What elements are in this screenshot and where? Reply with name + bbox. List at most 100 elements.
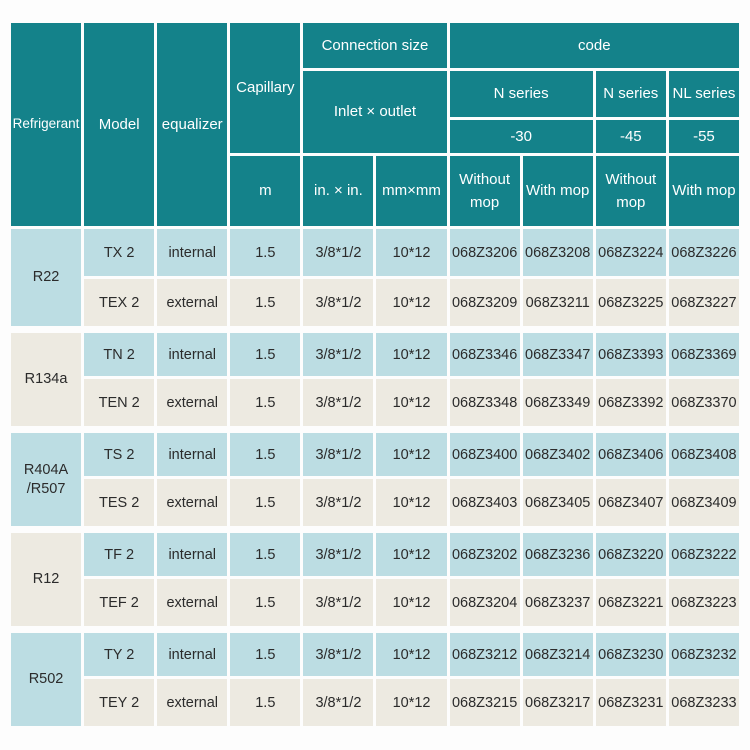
inlet-cell: 3/8*1/2 bbox=[303, 479, 374, 526]
header-with-mop-1: With mop bbox=[522, 156, 593, 226]
code-cell: 068Z3215 bbox=[449, 679, 520, 726]
code-cell: 068Z3392 bbox=[595, 379, 666, 426]
code-cell: 068Z3204 bbox=[449, 579, 520, 626]
mm-cell: 10*12 bbox=[376, 429, 447, 476]
code-cell: 068Z3348 bbox=[449, 379, 520, 426]
header-mm-x-mm: mm×mm bbox=[376, 156, 447, 226]
code-cell: 068Z3220 bbox=[595, 529, 666, 576]
inlet-cell: 3/8*1/2 bbox=[303, 279, 374, 326]
capillary-cell: 1.5 bbox=[230, 379, 301, 426]
table-body: R22 TX 2 internal 1.5 3/8*1/2 10*12 068Z… bbox=[11, 229, 739, 726]
table-row: R502 TY 2 internal 1.5 3/8*1/2 10*12 068… bbox=[11, 629, 739, 726]
header-connection-size: Connection size bbox=[303, 23, 447, 68]
model-cell: TY 2 bbox=[84, 629, 155, 676]
table-row: R404A /R507 TS 2 internal 1.5 3/8*1/2 10… bbox=[11, 429, 739, 526]
code-cell: 068Z3400 bbox=[449, 429, 520, 476]
capillary-cell: 1.5 bbox=[230, 679, 301, 726]
equalizer-cell: internal bbox=[157, 229, 228, 276]
code-cell: 068Z3212 bbox=[449, 629, 520, 676]
code-cell: 068Z3226 bbox=[668, 229, 739, 276]
table-row: TEN 2 external 1.5 3/8*1/2 10*12 068Z334… bbox=[11, 379, 739, 426]
header-n-series-2: N series bbox=[595, 71, 666, 117]
header-with-mop-2: With mop bbox=[668, 156, 739, 226]
mm-cell: 10*12 bbox=[376, 579, 447, 626]
code-cell: 068Z3405 bbox=[522, 479, 593, 526]
inlet-cell: 3/8*1/2 bbox=[303, 329, 374, 376]
mm-cell: 10*12 bbox=[376, 629, 447, 676]
code-cell: 068Z3224 bbox=[595, 229, 666, 276]
code-cell: 068Z3230 bbox=[595, 629, 666, 676]
refrigerant-cell: R404A /R507 bbox=[11, 429, 82, 526]
code-cell: 068Z3231 bbox=[595, 679, 666, 726]
mm-cell: 10*12 bbox=[376, 279, 447, 326]
code-cell: 068Z3217 bbox=[522, 679, 593, 726]
code-cell: 068Z3233 bbox=[668, 679, 739, 726]
table-row: R134a TN 2 internal 1.5 3/8*1/2 10*12 06… bbox=[11, 329, 739, 426]
inlet-cell: 3/8*1/2 bbox=[303, 629, 374, 676]
code-cell: 068Z3346 bbox=[449, 329, 520, 376]
model-cell: TS 2 bbox=[84, 429, 155, 476]
header-row-4: m in. × in. mm×mm Without mop With mop W… bbox=[11, 156, 739, 226]
model-cell: TX 2 bbox=[84, 229, 155, 276]
header-capillary: Capillary bbox=[230, 23, 301, 153]
model-cell: TEN 2 bbox=[84, 379, 155, 426]
model-cell: TF 2 bbox=[84, 529, 155, 576]
inlet-cell: 3/8*1/2 bbox=[303, 529, 374, 576]
code-cell: 068Z3214 bbox=[522, 629, 593, 676]
code-cell: 068Z3237 bbox=[522, 579, 593, 626]
table-row: TEY 2 external 1.5 3/8*1/2 10*12 068Z321… bbox=[11, 679, 739, 726]
code-cell: 068Z3407 bbox=[595, 479, 666, 526]
inlet-cell: 3/8*1/2 bbox=[303, 429, 374, 476]
header-temp-45: -45 bbox=[595, 120, 666, 153]
code-cell: 068Z3209 bbox=[449, 279, 520, 326]
header-model: Model bbox=[84, 23, 155, 226]
equalizer-cell: external bbox=[157, 679, 228, 726]
header-refrigerant: Refrigerant bbox=[11, 23, 82, 226]
equalizer-cell: external bbox=[157, 479, 228, 526]
equalizer-cell: internal bbox=[157, 529, 228, 576]
header-capillary-unit: m bbox=[230, 156, 301, 226]
equalizer-cell: external bbox=[157, 379, 228, 426]
mm-cell: 10*12 bbox=[376, 329, 447, 376]
header-row-3: -30 -45 -55 bbox=[11, 120, 739, 153]
code-cell: 068Z3222 bbox=[668, 529, 739, 576]
capillary-cell: 1.5 bbox=[230, 629, 301, 676]
equalizer-cell: internal bbox=[157, 429, 228, 476]
header-code: code bbox=[449, 23, 739, 68]
code-cell: 068Z3221 bbox=[595, 579, 666, 626]
inlet-cell: 3/8*1/2 bbox=[303, 379, 374, 426]
code-cell: 068Z3409 bbox=[668, 479, 739, 526]
code-cell: 068Z3225 bbox=[595, 279, 666, 326]
mm-cell: 10*12 bbox=[376, 479, 447, 526]
code-cell: 068Z3393 bbox=[595, 329, 666, 376]
equalizer-cell: external bbox=[157, 279, 228, 326]
header-temp-55: -55 bbox=[668, 120, 739, 153]
table-row: R12 TF 2 internal 1.5 3/8*1/2 10*12 068Z… bbox=[11, 529, 739, 626]
capillary-cell: 1.5 bbox=[230, 429, 301, 476]
code-cell: 068Z3211 bbox=[522, 279, 593, 326]
code-cell: 068Z3236 bbox=[522, 529, 593, 576]
mm-cell: 10*12 bbox=[376, 379, 447, 426]
spec-table: Refrigerant Model equalizer Capillary Co… bbox=[8, 20, 742, 729]
header-n-series-1: N series bbox=[449, 71, 593, 117]
code-cell: 068Z3227 bbox=[668, 279, 739, 326]
table-row: TEF 2 external 1.5 3/8*1/2 10*12 068Z320… bbox=[11, 579, 739, 626]
capillary-cell: 1.5 bbox=[230, 279, 301, 326]
model-cell: TES 2 bbox=[84, 479, 155, 526]
refrigerant-cell: R134a bbox=[11, 329, 82, 426]
capillary-cell: 1.5 bbox=[230, 329, 301, 376]
header-row-2: Inlet × outlet N series N series NL seri… bbox=[11, 71, 739, 153]
header-without-mop-2: Without mop bbox=[595, 156, 666, 226]
table-row: R22 TX 2 internal 1.5 3/8*1/2 10*12 068Z… bbox=[11, 229, 739, 326]
code-cell: 068Z3223 bbox=[668, 579, 739, 626]
mm-cell: 10*12 bbox=[376, 679, 447, 726]
mm-cell: 10*12 bbox=[376, 529, 447, 576]
code-cell: 068Z3370 bbox=[668, 379, 739, 426]
code-cell: 068Z3232 bbox=[668, 629, 739, 676]
capillary-cell: 1.5 bbox=[230, 529, 301, 576]
header-row-1: Refrigerant Model equalizer Capillary Co… bbox=[11, 23, 739, 226]
equalizer-cell: internal bbox=[157, 329, 228, 376]
code-cell: 068Z3202 bbox=[449, 529, 520, 576]
model-cell: TEY 2 bbox=[84, 679, 155, 726]
